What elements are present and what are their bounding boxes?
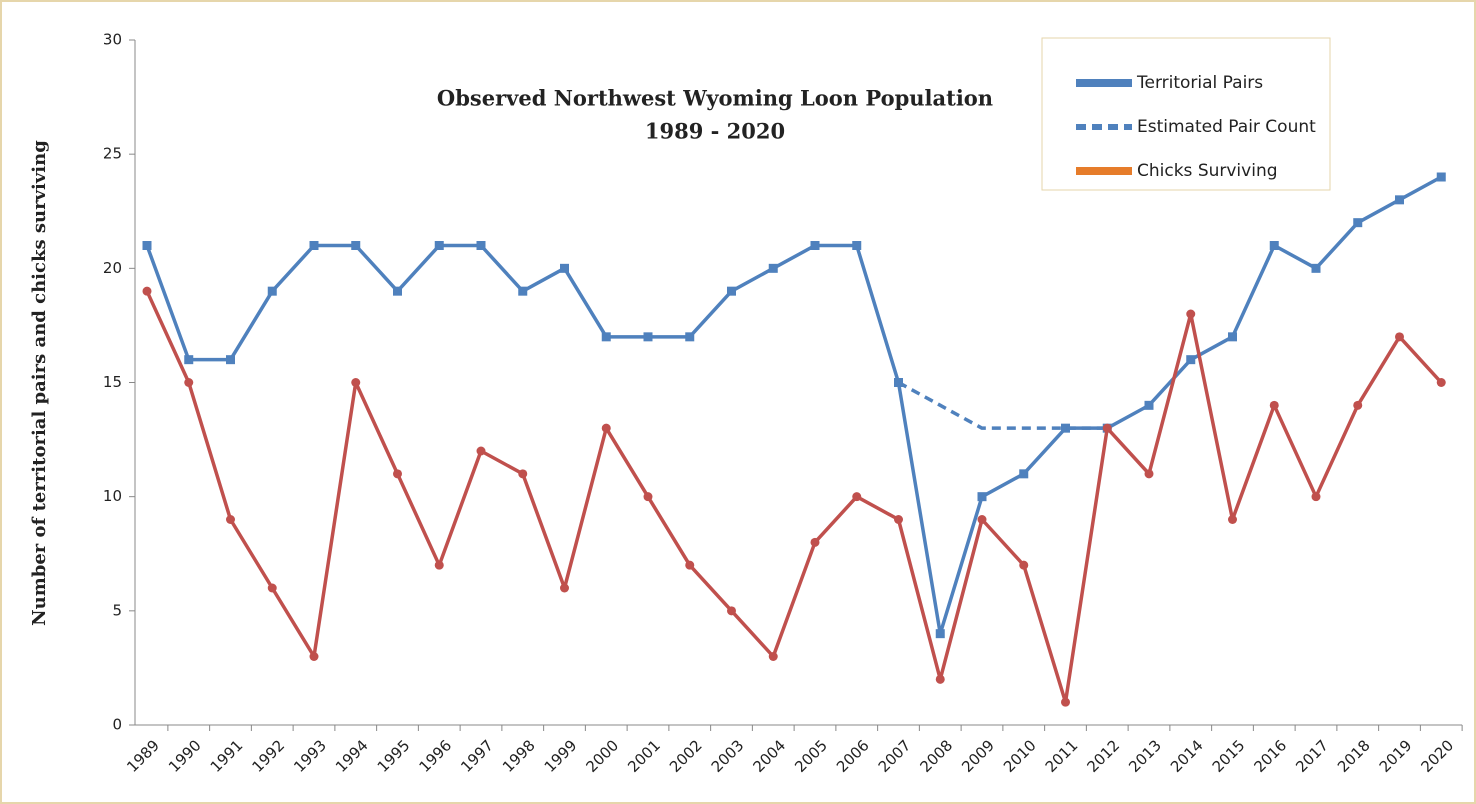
marker [393,469,402,479]
marker [768,652,778,661]
marker [1395,195,1404,205]
marker [977,515,987,524]
marker [1019,560,1029,570]
marker [727,286,736,296]
legend-label: Estimated Pair Count [1137,117,1316,137]
series-line [145,175,1443,636]
chart-subtitle: 1989 - 2020 [645,119,785,144]
marker [434,241,444,250]
marker [643,332,653,342]
marker [935,674,945,684]
marker [351,378,361,387]
marker [184,378,194,387]
marker [560,263,569,273]
legend-swatch [1076,79,1132,87]
marker [977,492,987,502]
marker [768,263,778,273]
legend [1041,37,1331,191]
marker [852,492,862,502]
legend-label: Chicks Surviving [1137,161,1278,181]
marker [142,286,152,296]
marker [601,423,611,433]
marker [476,446,486,456]
marker [267,286,277,296]
y-tick-label: 20 [103,259,122,277]
marker [1061,423,1070,433]
y-tick-label: 25 [103,145,122,163]
y-tick-label: 10 [103,487,122,505]
marker [894,515,903,524]
marker [1311,263,1321,273]
marker [476,241,486,250]
marker [309,241,319,250]
marker [1353,218,1363,228]
marker [1311,492,1321,502]
marker [1144,469,1154,479]
marker [1061,697,1070,707]
legend-label: Territorial Pairs [1136,73,1263,93]
marker [810,241,820,250]
marker [643,492,653,502]
marker [142,241,152,250]
y-tick-label: 30 [103,31,122,49]
marker [1228,332,1237,342]
marker [1395,332,1404,342]
marker [1102,423,1112,433]
chart-title: Observed Northwest Wyoming Loon Populati… [437,86,993,111]
marker [351,241,361,250]
marker [1186,355,1196,365]
marker [1228,515,1237,524]
series-line [897,380,1108,430]
marker [267,583,277,593]
marker [434,560,444,570]
marker [1269,241,1279,250]
marker [309,652,319,661]
marker [393,286,402,296]
marker [1269,400,1279,410]
marker [1186,309,1196,319]
marker [685,560,695,570]
marker [184,355,194,365]
y-tick-label: 5 [112,601,122,619]
marker [226,355,235,365]
marker [518,469,528,479]
marker [1144,400,1154,410]
marker [685,332,695,342]
y-axis-label: Number of territorial pairs and chicks s… [29,140,50,626]
marker [1436,378,1446,387]
marker [1019,469,1029,479]
marker [1436,172,1446,182]
marker [518,286,528,296]
marker [727,606,736,616]
legend-swatch [1076,167,1132,175]
marker [226,515,235,524]
y-tick-label: 15 [103,373,122,391]
y-tick-label: 0 [112,716,122,734]
series-line [145,290,1443,704]
marker [810,537,820,547]
marker [560,583,569,593]
marker [1353,400,1363,410]
marker [935,629,945,639]
marker [852,241,862,250]
marker [601,332,611,342]
